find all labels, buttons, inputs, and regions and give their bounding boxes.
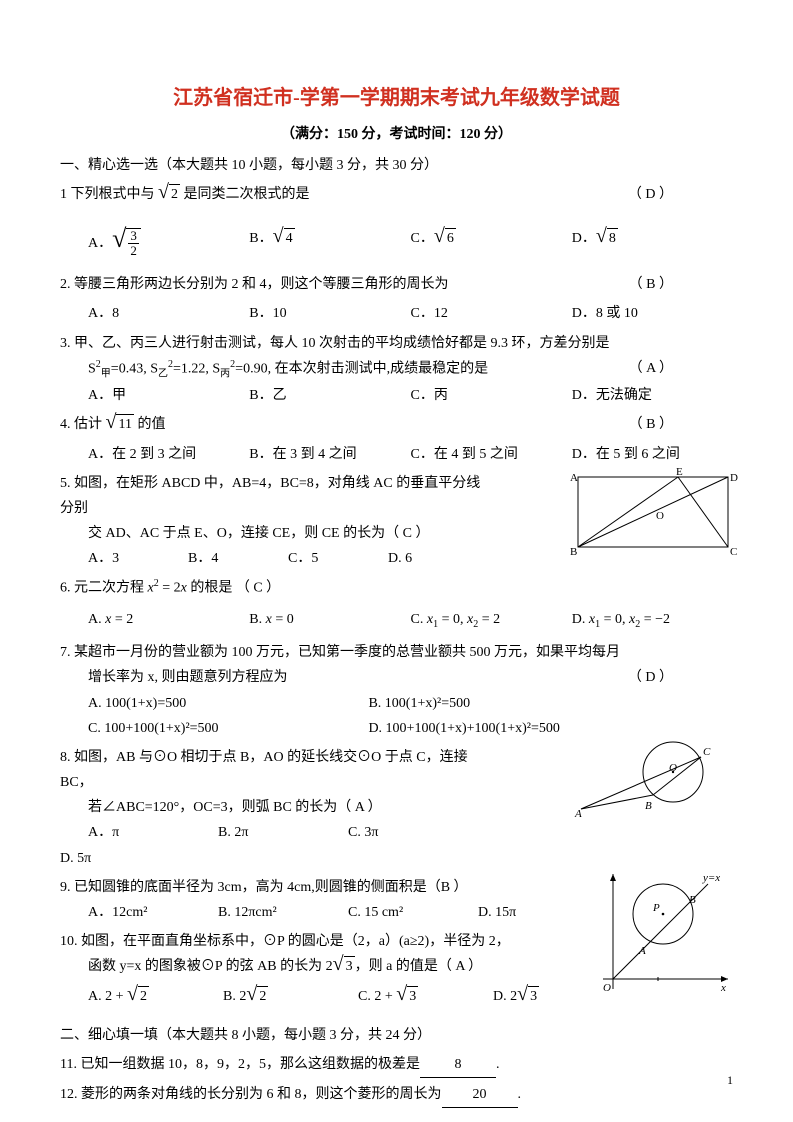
question-6: 6. 元二次方程 x2 = 2x 的根是 （ C ） bbox=[60, 575, 733, 601]
svg-text:P: P bbox=[652, 902, 660, 914]
question-8: 8. 如图，AB 与⊙O 相切于点 B，AO 的延长线交⊙O 于点 C，连接 B… bbox=[60, 745, 733, 871]
figure-q8: A B C O bbox=[573, 737, 723, 819]
q10-options: A. 2 + √2 B. 2√2 C. 2 + √3 D. 2√3 bbox=[60, 984, 628, 1009]
q9-options: A．12cm²B. 12πcm²C. 15 cm²D. 15π bbox=[60, 900, 608, 925]
svg-text:A: A bbox=[638, 945, 646, 957]
section-2-heading: 二、细心填一填（本大题共 8 小题，每小题 3 分，共 24 分） bbox=[60, 1023, 733, 1048]
question-4: 4. 估计 √11 的值 （ B ） bbox=[60, 412, 733, 437]
section-1-heading: 一、精心选一选（本大题共 10 小题，每小题 3 分，共 30 分） bbox=[60, 153, 733, 178]
question-11: 11. 已知一组数据 10，8，9，2，5，那么这组数据的极差是8. bbox=[60, 1052, 733, 1078]
page-number: 1 bbox=[727, 1070, 733, 1092]
page-title: 江苏省宿迁市-学第一学期期末考试九年级数学试题 bbox=[60, 80, 733, 116]
question-2: 2. 等腰三角形两边长分别为 2 和 4，则这个等腰三角形的周长为（ B ） bbox=[60, 272, 733, 297]
svg-text:O: O bbox=[603, 982, 611, 994]
q7-options-row1: A. 100(1+x)=500B. 100(1+x)²=500 bbox=[60, 691, 733, 716]
svg-text:C: C bbox=[703, 746, 711, 758]
q5-options: A．3B．4C．5D. 6 bbox=[60, 546, 488, 571]
svg-text:B: B bbox=[645, 800, 652, 812]
question-1: 1 下列根式中与 √2 是同类二次根式的是 （ D ） bbox=[60, 182, 733, 207]
svg-text:E: E bbox=[676, 467, 683, 478]
exam-info: （满分：150 分，考试时间：120 分） bbox=[60, 122, 733, 147]
question-3: 3. 甲、乙、丙三人进行射击测试，每人 10 次射击的平均成绩恰好都是 9.3 … bbox=[60, 331, 733, 409]
question-10: 10. 如图，在平面直角坐标系中，⊙P 的圆心是（2，a）(a≥2)，半径为 2… bbox=[60, 929, 733, 1009]
svg-text:x: x bbox=[720, 982, 726, 994]
svg-text:D: D bbox=[730, 472, 738, 484]
q3-options: A．甲B．乙C．丙D．无法确定 bbox=[60, 383, 733, 408]
question-7: 7. 某超市一月份的营业额为 100 万元，已知第一季度的总营业额共 500 万… bbox=[60, 640, 733, 741]
q2-options: A．8B．10C．12D．8 或 10 bbox=[60, 301, 733, 326]
svg-text:O: O bbox=[656, 510, 664, 522]
svg-text:B: B bbox=[689, 894, 696, 906]
figure-q10: P A B O x y=x bbox=[593, 869, 733, 999]
svg-text:A: A bbox=[574, 808, 582, 819]
svg-text:C: C bbox=[730, 546, 737, 557]
question-12: 12. 菱形的两条对角线的长分别为 6 和 8，则这个菱形的周长为20. bbox=[60, 1082, 733, 1108]
svg-text:y=x: y=x bbox=[702, 872, 720, 884]
question-5: 5. 如图，在矩形 ABCD 中，AB=4，BC=8，对角线 AC 的垂直平分线… bbox=[60, 471, 733, 572]
figure-q5: A E D B C O bbox=[568, 467, 738, 557]
svg-text:A: A bbox=[570, 472, 578, 484]
q4-options: A．在 2 到 3 之间B．在 3 到 4 之间C．在 4 到 5 之间D．在 … bbox=[60, 442, 733, 467]
svg-text:B: B bbox=[570, 546, 577, 557]
q6-options: A. x = 2 B. x = 0 C. x1 = 0, x2 = 2 D. x… bbox=[60, 607, 733, 634]
q8-options: A．πB. 2πC. 3π bbox=[60, 820, 608, 845]
q1-options: A．√32 B．√4 C．√6 D．√8 bbox=[60, 226, 733, 259]
